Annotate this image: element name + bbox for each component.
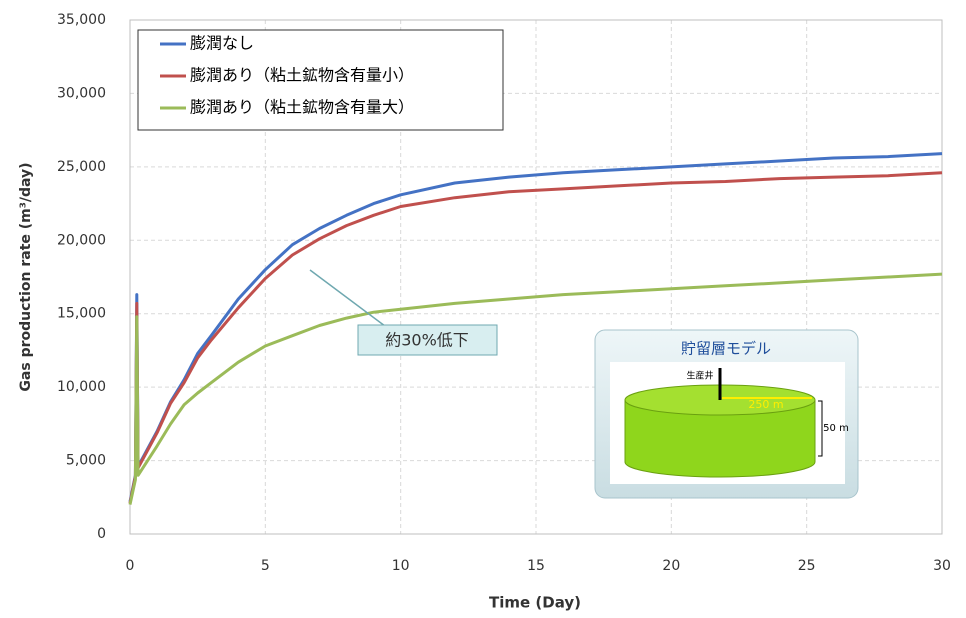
chart: Time (Day) Gas production rate (m³/day) … [0,0,966,614]
x-tick-label: 20 [662,558,680,574]
legend-label: 膨潤あり（粘土鉱物含有量大） [190,98,414,117]
y-tick-label: 0 [97,526,106,542]
y-tick-label: 35,000 [57,12,106,28]
inset-title: 貯留層モデル [681,340,771,358]
inset: 貯留層モデル 生産井 250 m 50 m [595,330,858,498]
x-axis-title: Time (Day) [489,594,581,612]
x-tick-label: 10 [392,558,410,574]
legend-label: 膨潤あり（粘土鉱物含有量小） [190,66,414,85]
y-tick-label: 15,000 [57,306,106,322]
y-tick-label: 10,000 [57,379,106,395]
x-tick-label: 5 [261,558,270,574]
y-tick-label: 20,000 [57,232,106,248]
radius-label: 250 m [748,398,783,411]
legend-label: 膨潤なし [190,34,254,53]
well-label: 生産井 [686,370,713,382]
y-tick-label: 30,000 [57,85,106,101]
x-tick-label: 0 [126,558,135,574]
height-label: 50 m [823,423,849,434]
x-tick-label: 30 [933,558,951,574]
callout-text: 約30%低下 [385,331,469,350]
y-tick-label: 25,000 [57,159,106,175]
y-tick-label: 5,000 [66,453,106,469]
y-axis-title: Gas production rate (m³/day) [18,162,34,391]
x-tick-label: 25 [798,558,816,574]
x-tick-label: 15 [527,558,545,574]
